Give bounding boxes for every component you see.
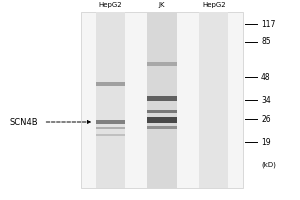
Text: 19: 19: [261, 138, 271, 147]
Bar: [96, 120, 125, 124]
Text: SCN4B: SCN4B: [9, 118, 38, 127]
Bar: [96, 82, 125, 86]
Bar: [147, 126, 177, 129]
Bar: [199, 12, 228, 188]
Text: 85: 85: [261, 37, 271, 46]
Bar: [147, 62, 177, 66]
Bar: [147, 110, 177, 113]
Text: 117: 117: [261, 20, 275, 29]
Bar: [81, 12, 243, 188]
Bar: [147, 117, 177, 123]
Bar: [147, 96, 177, 101]
Text: 26: 26: [261, 115, 271, 124]
Text: HepG2: HepG2: [98, 2, 122, 8]
Text: 48: 48: [261, 73, 271, 82]
Text: JK: JK: [159, 2, 165, 8]
Text: (kD): (kD): [261, 162, 276, 168]
Bar: [147, 12, 177, 188]
Bar: [96, 12, 125, 188]
Text: 34: 34: [261, 96, 271, 105]
Bar: [96, 127, 125, 129]
Text: HepG2: HepG2: [202, 2, 226, 8]
Bar: [96, 134, 125, 136]
